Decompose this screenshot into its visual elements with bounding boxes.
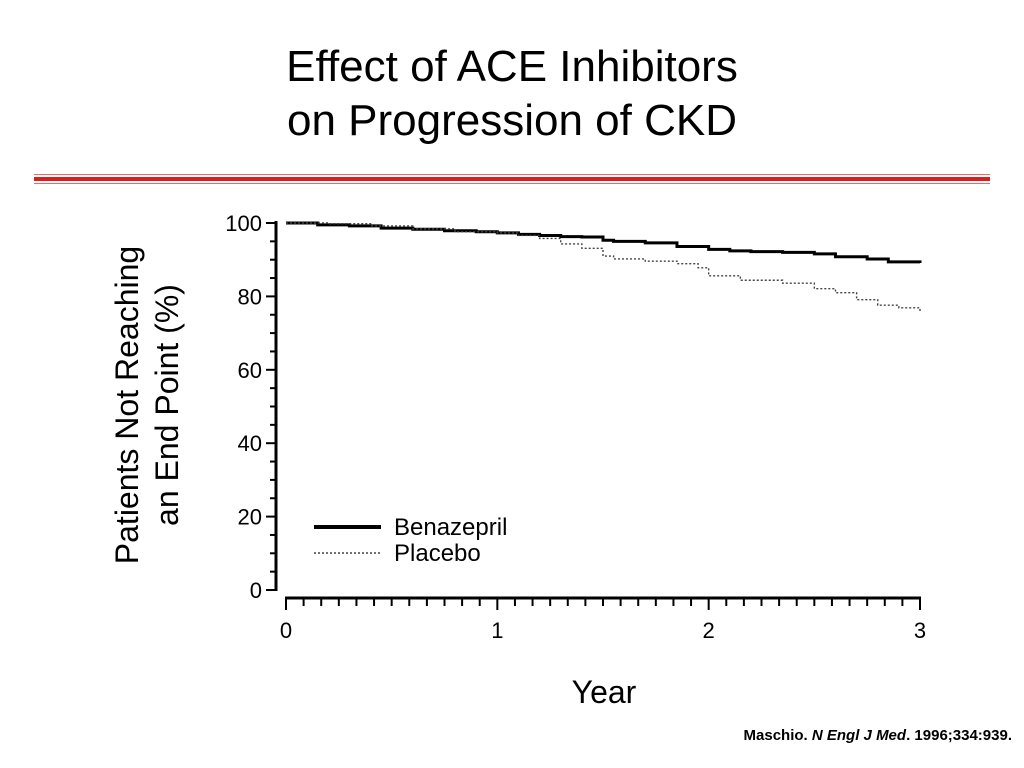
chart-axes	[274, 221, 921, 600]
x-axis-label: Year	[572, 674, 637, 710]
chart-series	[286, 221, 922, 313]
series-line-placebo	[286, 222, 921, 313]
legend-label-benazepril: Benazepril	[394, 514, 507, 541]
title-divider-thin-bottom	[34, 183, 990, 184]
y-tick-label: 0	[250, 578, 262, 603]
title-line-2: on Progression of CKD	[287, 96, 737, 145]
y-tick-label: 20	[238, 505, 262, 530]
chart-ticks: 0 20 40 60 80 100 0 1 2 3	[225, 211, 926, 643]
y-axis-label-line-1: Patients Not Reaching	[109, 246, 145, 564]
y-tick-label: 60	[238, 358, 262, 383]
title-line-1: Effect of ACE Inhibitors	[286, 42, 738, 91]
title-divider-thin-top	[34, 174, 990, 175]
y-tick-label: 100	[225, 211, 262, 236]
x-tick-label: 1	[491, 618, 503, 643]
y-tick-label: 40	[238, 431, 262, 456]
x-tick-label: 3	[914, 618, 926, 643]
citation-journal: N Engl J Med	[811, 727, 907, 744]
citation-details: . 1996;334:939.	[906, 727, 1012, 744]
legend-label-placebo: Placebo	[394, 540, 481, 567]
title-divider-thick	[34, 177, 990, 181]
x-tick-label: 0	[280, 618, 292, 643]
slide-title: Effect of ACE Inhibitors on Progression …	[0, 40, 1024, 148]
citation-author: Maschio.	[743, 727, 808, 744]
series-line-benazepril	[286, 221, 922, 264]
x-tick-label: 2	[703, 618, 715, 643]
citation: Maschio. N Engl J Med. 1996;334:939.	[744, 727, 1012, 744]
y-axis-label-line-2: an End Point (%)	[149, 284, 185, 526]
y-tick-label: 80	[238, 284, 262, 309]
